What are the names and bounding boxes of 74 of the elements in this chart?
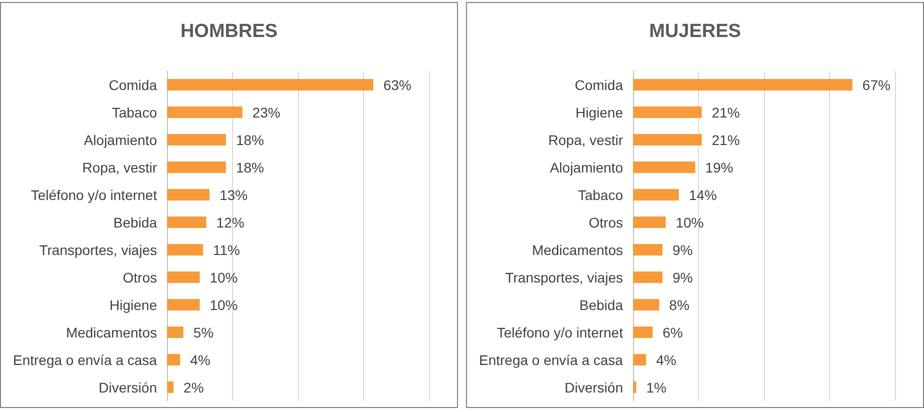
data-label: 8% <box>669 296 690 313</box>
data-label: 5% <box>193 324 214 340</box>
data-label: 10% <box>676 214 704 230</box>
bar <box>166 381 174 394</box>
data-label: 9% <box>672 269 693 286</box>
bar <box>632 106 702 118</box>
bar <box>632 161 696 174</box>
bar <box>632 216 666 228</box>
data-label: 1% <box>646 379 666 396</box>
bar <box>632 271 662 284</box>
y-tick-label: Alojamiento <box>84 132 158 148</box>
data-label: 21% <box>712 104 740 120</box>
data-label: 21% <box>712 132 740 148</box>
y-tick-label: Bebida <box>113 214 158 230</box>
bar <box>166 188 210 201</box>
y-tick-label: Teléfono y/o internet <box>30 186 158 203</box>
data-label: 2% <box>184 379 204 396</box>
y-tick-label: Medicamentos <box>532 242 623 258</box>
y-tick-label: Transportes, viajes <box>39 242 157 258</box>
bar <box>166 161 226 174</box>
data-label: 18% <box>236 159 264 176</box>
y-tick-label: Entrega o envía a casa <box>12 352 158 368</box>
y-tick-label: Higiene <box>576 104 624 120</box>
bar <box>632 78 852 91</box>
chart-title: HOMBRES <box>180 21 278 42</box>
data-label: 9% <box>672 242 693 258</box>
data-label: 10% <box>210 296 238 313</box>
bar <box>166 244 204 256</box>
data-label: 23% <box>252 104 280 120</box>
data-label: 6% <box>662 324 683 340</box>
y-tick-label: Diversión <box>564 379 623 396</box>
data-label: 10% <box>210 269 238 286</box>
y-tick-label: Otros <box>588 214 623 230</box>
bar <box>632 188 679 201</box>
bar <box>632 326 653 338</box>
y-tick-label: Alojamiento <box>550 159 624 176</box>
data-label: 4% <box>656 352 676 368</box>
data-label: 4% <box>190 352 210 368</box>
y-tick-label: Higiene <box>110 296 158 313</box>
y-tick-label: Comida <box>574 76 624 93</box>
y-tick-label: Bebida <box>579 296 624 313</box>
data-label: 67% <box>862 76 890 93</box>
bar <box>166 326 184 338</box>
bar <box>166 216 206 228</box>
y-tick-label: Ropa, vestir <box>82 159 158 176</box>
bar <box>166 271 200 284</box>
bar <box>632 134 702 146</box>
data-label: 12% <box>216 214 244 230</box>
data-label: 63% <box>383 76 412 93</box>
bar <box>166 298 200 311</box>
y-tick-label: Diversión <box>98 379 157 396</box>
bar <box>632 381 636 394</box>
y-tick-label: Tabaco <box>112 104 158 120</box>
y-tick-label: Comida <box>108 76 158 93</box>
chart-title: MUJERES <box>649 21 741 42</box>
y-tick-label: Otros <box>122 269 157 286</box>
y-tick-label: Teléfono y/o internet <box>496 324 624 340</box>
bar <box>632 354 646 366</box>
data-label: 11% <box>213 242 240 258</box>
bar <box>166 354 180 366</box>
y-tick-label: Tabaco <box>578 186 624 203</box>
bar <box>632 244 662 256</box>
bar <box>166 106 242 118</box>
data-label: 14% <box>688 186 717 203</box>
y-tick-label: Ropa, vestir <box>548 132 624 148</box>
data-label: 13% <box>220 186 248 203</box>
data-label: 19% <box>705 159 734 176</box>
y-tick-label: Entrega o envía a casa <box>478 352 624 368</box>
bar <box>166 134 226 146</box>
bar <box>632 298 660 311</box>
y-tick-label: Medicamentos <box>66 324 157 340</box>
data-label: 18% <box>236 132 264 148</box>
y-tick-label: Transportes, viajes <box>505 269 623 286</box>
bar <box>166 78 374 91</box>
